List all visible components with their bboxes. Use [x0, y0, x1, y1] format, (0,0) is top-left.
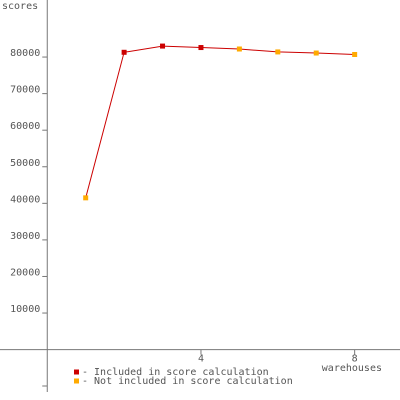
point	[275, 49, 281, 55]
x-tick-label: 8	[352, 354, 358, 365]
y-tick-label: 10000	[10, 304, 40, 315]
legend-label: - Not included in score calculation	[82, 376, 293, 387]
point	[83, 195, 89, 201]
y-axis-label: scores	[2, 1, 38, 12]
point	[121, 49, 127, 55]
legend-swatch	[74, 369, 79, 375]
y-tick-label: 80000	[10, 48, 40, 59]
point	[198, 45, 204, 51]
y-tick-label: 50000	[10, 158, 40, 169]
y-tick-label: 20000	[10, 267, 40, 278]
x-axis-label: warehouses	[322, 363, 382, 374]
point	[160, 43, 166, 49]
y-tick-label: 60000	[10, 121, 40, 132]
point	[236, 46, 242, 52]
x-tick-label: 4	[198, 354, 204, 365]
y-tick-label: 40000	[10, 194, 40, 205]
point	[313, 50, 319, 56]
y-tick-label: 70000	[10, 85, 40, 96]
point	[352, 51, 358, 57]
series-line	[85, 45, 355, 198]
legend-swatch	[74, 378, 79, 384]
y-tick-label: 30000	[10, 231, 40, 242]
legend-label: - Included in score calculation	[82, 367, 269, 378]
